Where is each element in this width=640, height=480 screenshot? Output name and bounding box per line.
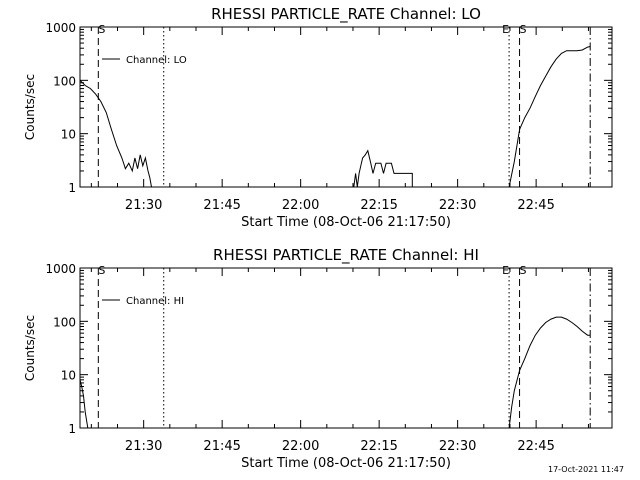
plot-frame: [79, 267, 613, 429]
plot-frame: [79, 26, 613, 188]
chart-title: RHESSI PARTICLE_RATE Channel: LO: [211, 5, 481, 24]
event-marker-label: E: [502, 23, 509, 36]
x-axis-label: Start Time (08-Oct-06 21:17:50): [241, 456, 451, 471]
x-tick-label: 22:45: [517, 198, 554, 213]
y-tick-label: 1000: [45, 21, 76, 35]
y-tick-label: 1000: [45, 262, 76, 276]
x-tick-label: 21:30: [125, 439, 162, 454]
x-tick-label: 22:30: [439, 439, 476, 454]
x-axis-label: Start Time (08-Oct-06 21:17:50): [241, 215, 451, 230]
y-axis-label: Counts/sec: [23, 74, 37, 140]
event-marker-label: S: [520, 264, 527, 277]
series-line: [79, 379, 89, 429]
x-tick-label: 21:45: [203, 198, 240, 213]
series-line: [79, 79, 152, 188]
footer-stamp: 17-Oct-2021 11:47: [548, 465, 624, 474]
x-tick-label: 22:45: [517, 439, 554, 454]
x-tick-label: 22:00: [282, 198, 319, 213]
x-tick-label: 22:15: [360, 198, 397, 213]
x-tick-label: 22:15: [360, 439, 397, 454]
y-tick-label: 1: [68, 422, 76, 436]
series-line: [508, 46, 591, 188]
event-marker-label: S: [520, 23, 527, 36]
event-marker-label: S: [98, 264, 105, 277]
series-line: [508, 316, 591, 429]
y-tick-label: 100: [53, 74, 76, 88]
chart-title: RHESSI PARTICLE_RATE Channel: HI: [213, 246, 479, 265]
y-tick-label: 10: [61, 128, 76, 142]
y-tick-label: 1: [68, 181, 76, 195]
x-tick-label: 22:00: [282, 439, 319, 454]
legend-label: Channel: LO: [126, 55, 187, 66]
y-axis-label: Counts/sec: [23, 315, 37, 381]
x-tick-label: 21:45: [203, 439, 240, 454]
y-tick-label: 10: [61, 369, 76, 383]
x-tick-label: 21:30: [125, 198, 162, 213]
event-marker-label: S: [98, 23, 105, 36]
y-tick-label: 100: [53, 315, 76, 329]
legend-label: Channel: HI: [126, 296, 184, 307]
x-tick-label: 22:30: [439, 198, 476, 213]
event-marker-label: E: [502, 264, 509, 277]
series-line: [353, 149, 413, 188]
